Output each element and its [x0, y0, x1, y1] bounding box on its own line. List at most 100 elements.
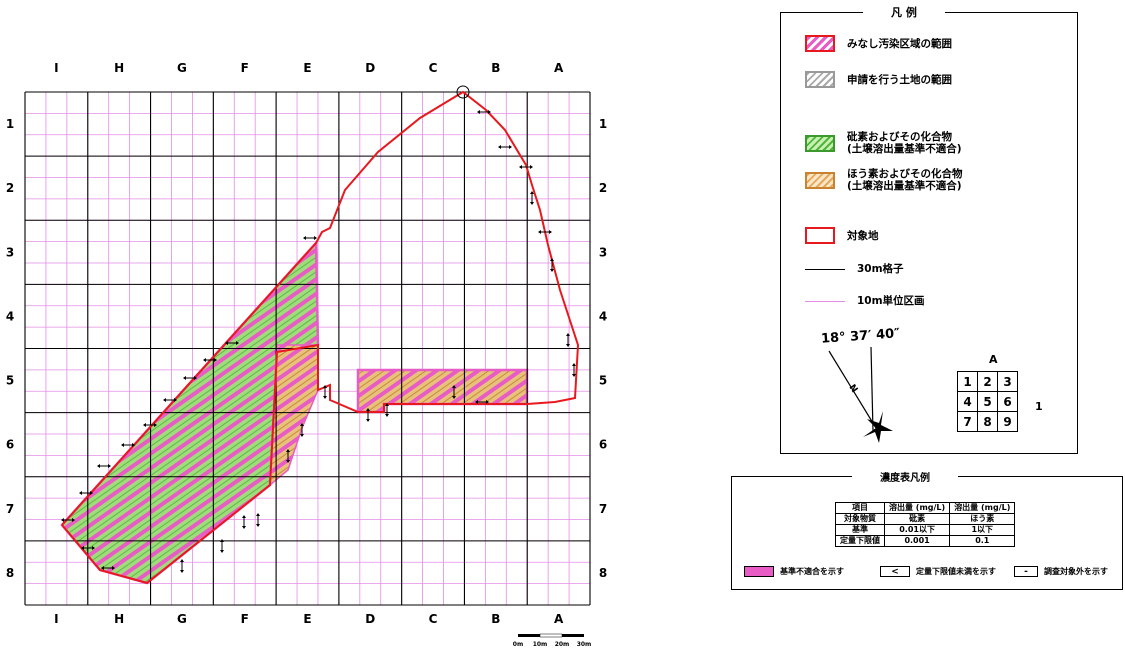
legend-item-orange: ほう素およびその化合物 (土壌溶出量基準不適合) — [805, 168, 963, 192]
legend-sublabel: (土壌溶出量基準不適合) — [847, 143, 962, 155]
legend-label: 申請を行う土地の範囲 — [847, 73, 952, 86]
key-cell: 5 — [977, 391, 998, 412]
legend-item-green: 砒素およびその化合物 (土壌溶出量基準不適合) — [805, 131, 962, 155]
key-cell: 2 — [977, 371, 998, 392]
row-label: 3 — [599, 245, 607, 259]
key-label: 基準不適合を示す — [780, 567, 844, 576]
column-label: E — [303, 61, 311, 75]
key-below-limit: < 定量下限値未満を示す — [880, 566, 996, 577]
table-cell: 定量下限値 — [835, 535, 885, 547]
pink-swatch — [744, 566, 774, 577]
site-boundary — [61, 90, 580, 585]
table-cell: 基準 — [835, 524, 885, 536]
column-label: I — [54, 61, 58, 75]
column-label: A — [554, 61, 564, 75]
row-label: 3 — [6, 245, 14, 259]
column-label: C — [429, 61, 438, 75]
row-label: 5 — [6, 374, 14, 388]
row-label: 6 — [6, 438, 14, 452]
legend-item-site: 対象地 — [805, 227, 879, 244]
row-label: 7 — [6, 502, 14, 516]
gray-hatch-swatch — [805, 71, 835, 88]
legend-item-30m: 30m格子 — [805, 263, 904, 275]
row-label: 1 — [6, 117, 14, 131]
column-label: D — [365, 61, 375, 75]
row-label: 8 — [6, 566, 14, 580]
key-cell: 1 — [957, 371, 978, 392]
key-exceed: 基準不適合を示す — [744, 566, 844, 577]
column-label: G — [177, 61, 187, 75]
key-cell: 3 — [997, 371, 1018, 392]
scale-label: 0m — [513, 641, 523, 648]
row-label: 4 — [6, 309, 14, 323]
legend-panel: 凡 例 みなし汚染区域の範囲 申請を行う土地の範囲 砒素およびその化合物 (土壌溶… — [780, 4, 1078, 454]
scale-label: 20m — [555, 641, 570, 648]
column-label: C — [429, 612, 438, 626]
row-label: 5 — [599, 374, 607, 388]
row-label: 2 — [599, 181, 607, 195]
column-label: H — [114, 612, 124, 626]
key-grid-top-label: A — [989, 353, 998, 366]
less-than-icon: < — [880, 566, 910, 577]
row-label: 8 — [599, 566, 607, 580]
column-label: I — [54, 612, 58, 626]
legend-label: 砒素およびその化合物 — [847, 131, 952, 143]
orange-hatch-swatch — [805, 171, 835, 189]
table-cell: 1以下 — [949, 524, 1016, 536]
row-label: 1 — [599, 117, 607, 131]
table-cell: 0.01以下 — [883, 524, 951, 536]
table-cell: 砒素 — [883, 513, 951, 525]
scale-label: 10m — [533, 641, 548, 648]
key-cell: 9 — [997, 411, 1018, 432]
scale-bar: 0m 10m 20m 30m — [513, 633, 592, 648]
legend-sublabel: (土壌溶出量基準不適合) — [847, 180, 962, 192]
key-label: 定量下限値未満を示す — [916, 567, 996, 576]
site-map: I I H H G G F F E E D D C C B B A A 1 1 2 2 3 3 4 4 5 5 6 6 7 7 8 8 0m 10m… — [6, 61, 607, 648]
red-outline-swatch — [805, 227, 835, 244]
row-label: 7 — [599, 502, 607, 516]
legend-label: ほう素およびその化合物 — [847, 168, 963, 180]
table-cell: ほう素 — [949, 513, 1016, 525]
column-label: F — [241, 61, 249, 75]
scale-label: 30m — [577, 641, 592, 648]
column-label: E — [303, 612, 311, 626]
column-label: A — [554, 612, 564, 626]
legend-label: 30m格子 — [857, 263, 904, 275]
legend-item-10m: 10m単位区画 — [805, 295, 925, 307]
key-cell: 7 — [957, 411, 978, 432]
concentration-legend: 濃度表凡例 項目 溶出量 (mg/L) 溶出量 (mg/L) 対象物質 砒素 ほう素 基… — [731, 469, 1123, 590]
north-letter: N — [847, 383, 860, 395]
legend-title: 凡 例 — [863, 4, 945, 20]
legend-label: みなし汚染区域の範囲 — [847, 37, 952, 50]
black-line-swatch — [805, 268, 845, 270]
table-cell: 溶出量 (mg/L) — [949, 502, 1016, 514]
key-cell: 6 — [997, 391, 1018, 412]
column-label: D — [365, 612, 375, 626]
north-arrow-icon: N — [828, 346, 893, 443]
table-cell: 0.001 — [883, 535, 951, 547]
key-label: 調査対象外を示す — [1044, 567, 1108, 576]
flow-arrows — [61, 110, 576, 573]
pink-line-swatch — [805, 300, 845, 302]
row-label: 6 — [599, 438, 607, 452]
key-not-surveyed: - 調査対象外を示す — [1014, 566, 1108, 577]
pink-hatch-swatch — [805, 35, 835, 52]
column-label: B — [491, 612, 500, 626]
legend-label: 対象地 — [847, 229, 879, 242]
key-cell: 4 — [957, 391, 978, 412]
table-cell: 溶出量 (mg/L) — [883, 502, 951, 514]
legend-label: 10m単位区画 — [857, 295, 925, 307]
legend-item-pink: みなし汚染区域の範囲 — [805, 35, 952, 52]
row-label: 2 — [6, 181, 14, 195]
key-cell: 8 — [977, 411, 998, 432]
green-hatch-swatch — [805, 134, 835, 152]
column-label: B — [491, 61, 500, 75]
concentration-table: 項目 溶出量 (mg/L) 溶出量 (mg/L) 対象物質 砒素 ほう素 基準 0.01以… — [835, 502, 1016, 547]
dash-icon: - — [1014, 566, 1038, 577]
grid-30m — [24, 91, 591, 606]
column-label: G — [177, 612, 187, 626]
key-grid-right-label: 1 — [1035, 400, 1043, 413]
table-cell: 項目 — [835, 502, 885, 514]
column-label: F — [241, 612, 249, 626]
